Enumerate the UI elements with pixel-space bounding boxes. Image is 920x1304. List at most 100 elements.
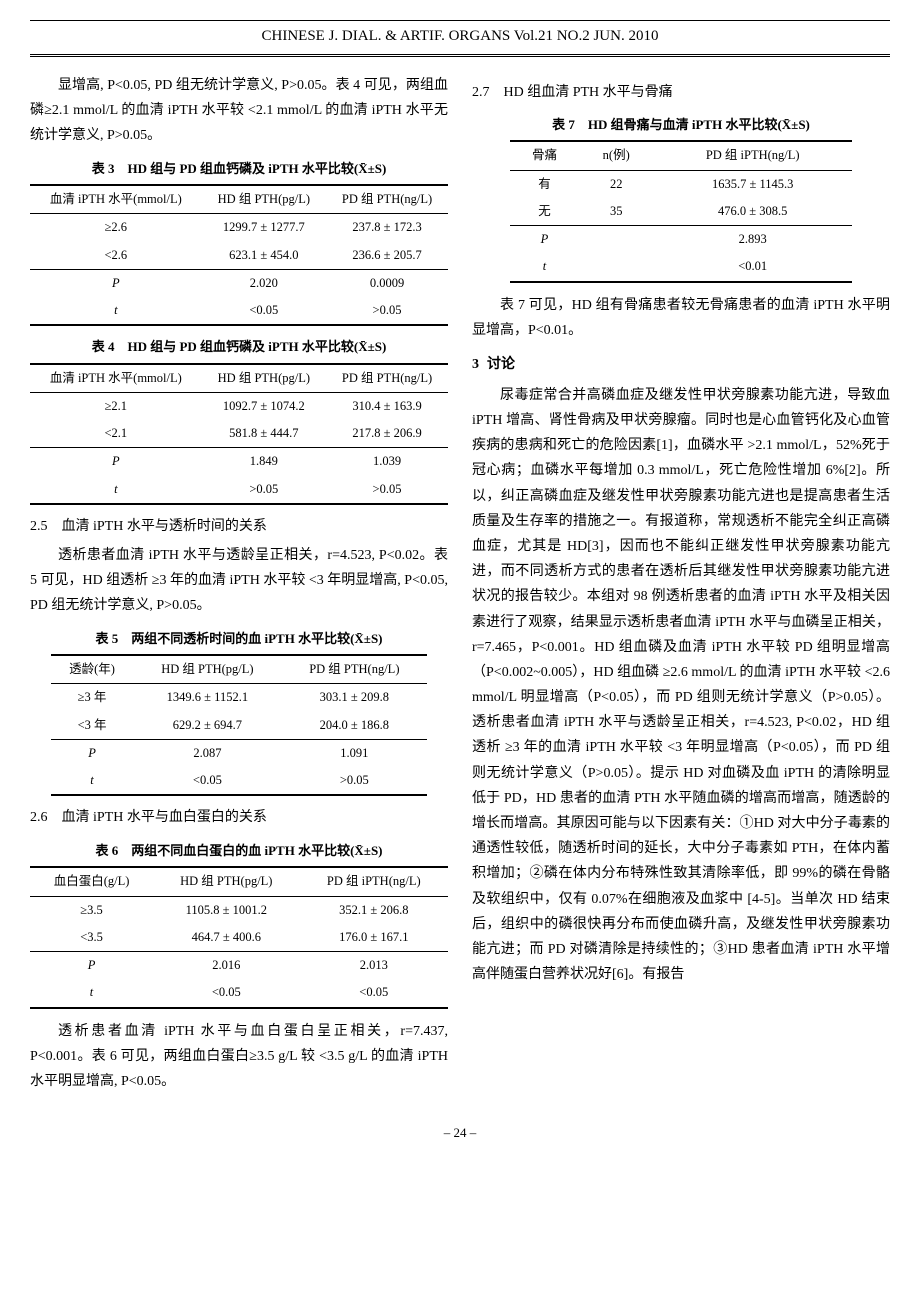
table-cell: ≥3.5 xyxy=(30,896,153,924)
table-cell: >0.05 xyxy=(202,476,326,504)
subsection-number: 2.7 xyxy=(472,85,490,100)
table-cell: P xyxy=(30,952,153,980)
table-cell: P xyxy=(51,739,133,767)
table-cell: 623.1 ± 454.0 xyxy=(202,242,326,270)
subsection-title: 血清 iPTH 水平与透析时间的关系 xyxy=(62,519,267,534)
table-cell: <3.5 xyxy=(30,924,153,952)
table-cell: <2.6 xyxy=(30,242,202,270)
table-cell: 2.013 xyxy=(300,952,448,980)
table-cell: 464.7 ± 400.6 xyxy=(153,924,299,952)
subsection-2.6-heading: 2.6 血清 iPTH 水平与血白蛋白的关系 xyxy=(30,806,448,830)
paragraph: 显增高, P<0.05, PD 组无统计学意义, P>0.05。表 4 可见，两… xyxy=(30,73,448,149)
table-cell: <3 年 xyxy=(51,712,133,740)
table-cell: 237.8 ± 172.3 xyxy=(326,214,448,242)
table-header: n(例) xyxy=(579,141,653,170)
subsection-2.7-heading: 2.7 HD 组血清 PTH 水平与骨痛 xyxy=(472,81,890,105)
table-header: 血清 iPTH 水平(mmol/L) xyxy=(30,185,202,214)
table-header: 透龄(年) xyxy=(51,655,133,684)
page-number: – 24 – xyxy=(30,1122,890,1144)
table-cell: 有 xyxy=(510,170,580,198)
table-cell: 1299.7 ± 1277.7 xyxy=(202,214,326,242)
paragraph: 表 7 可见，HD 组有骨痛患者较无骨痛患者的血清 iPTH 水平明显增高，P<… xyxy=(472,293,890,343)
subsection-title: 血清 iPTH 水平与血白蛋白的关系 xyxy=(62,810,267,825)
table-header: 血白蛋白(g/L) xyxy=(30,867,153,896)
table-cell: t xyxy=(30,476,202,504)
table-cell: 1.091 xyxy=(282,739,428,767)
table-cell: 22 xyxy=(579,170,653,198)
table-header: PD 组 iPTH(ng/L) xyxy=(653,141,852,170)
table4-title: 表 4 HD 组与 PD 组血钙磷及 iPTH 水平比较(X̄±S) xyxy=(30,336,448,358)
table-cell: 476.0 ± 308.5 xyxy=(653,198,852,226)
table-cell: <2.1 xyxy=(30,420,202,448)
section-3-heading: 3 讨论 xyxy=(472,353,890,377)
table3-title: 表 3 HD 组与 PD 组血钙磷及 iPTH 水平比较(X̄±S) xyxy=(30,158,448,180)
table-cell xyxy=(579,226,653,254)
table-cell: 1.849 xyxy=(202,448,326,476)
table-cell: 2.087 xyxy=(133,739,281,767)
table-cell: 1.039 xyxy=(326,448,448,476)
table7: 骨痛 n(例) PD 组 iPTH(ng/L) 有 22 1635.7 ± 11… xyxy=(510,140,853,282)
table-cell: t xyxy=(51,767,133,795)
table-header: PD 组 PTH(ng/L) xyxy=(282,655,428,684)
table5: 透龄(年) HD 组 PTH(pg/L) PD 组 PTH(ng/L) ≥3 年… xyxy=(51,654,427,796)
left-column: 显增高, P<0.05, PD 组无统计学意义, P>0.05。表 4 可见，两… xyxy=(30,73,448,1099)
table-cell: 无 xyxy=(510,198,580,226)
table-header: HD 组 PTH(pg/L) xyxy=(202,364,326,393)
table7-title: 表 7 HD 组骨痛与血清 iPTH 水平比较(X̄±S) xyxy=(472,114,890,136)
journal-header: CHINESE J. DIAL. & ARTIF. ORGANS Vol.21 … xyxy=(30,20,890,57)
table-cell: 0.0009 xyxy=(326,269,448,297)
table-cell: 176.0 ± 167.1 xyxy=(300,924,448,952)
table-cell: 2.016 xyxy=(153,952,299,980)
two-column-layout: 显增高, P<0.05, PD 组无统计学意义, P>0.05。表 4 可见，两… xyxy=(30,73,890,1099)
table-header: PD 组 PTH(ng/L) xyxy=(326,185,448,214)
table-cell: ≥2.6 xyxy=(30,214,202,242)
table-cell: 236.6 ± 205.7 xyxy=(326,242,448,270)
table-cell: >0.05 xyxy=(326,476,448,504)
table-cell: >0.05 xyxy=(326,297,448,325)
table-cell: 581.8 ± 444.7 xyxy=(202,420,326,448)
table-cell: P xyxy=(30,269,202,297)
table-cell: 1635.7 ± 1145.3 xyxy=(653,170,852,198)
section-title: 讨论 xyxy=(487,357,515,372)
table-cell: 1092.7 ± 1074.2 xyxy=(202,392,326,420)
table5-title: 表 5 两组不同透析时间的血 iPTH 水平比较(X̄±S) xyxy=(30,628,448,650)
table-cell: t xyxy=(510,253,580,281)
table-cell: <0.01 xyxy=(653,253,852,281)
section-number: 3 xyxy=(472,357,479,372)
table-cell: ≥2.1 xyxy=(30,392,202,420)
table6: 血白蛋白(g/L) HD 组 PTH(pg/L) PD 组 iPTH(ng/L)… xyxy=(30,866,448,1008)
table-cell: >0.05 xyxy=(282,767,428,795)
paragraph: 透析患者血清 iPTH 水平与血白蛋白呈正相关，r=7.437, P<0.001… xyxy=(30,1019,448,1095)
table-cell: <0.05 xyxy=(153,979,299,1007)
table-header: HD 组 PTH(pg/L) xyxy=(153,867,299,896)
table-header: 血清 iPTH 水平(mmol/L) xyxy=(30,364,202,393)
paragraph: 透析患者血清 iPTH 水平与透龄呈正相关，r=4.523, P<0.02。表 … xyxy=(30,543,448,619)
table6-title: 表 6 两组不同血白蛋白的血 iPTH 水平比较(X̄±S) xyxy=(30,840,448,862)
table-header: HD 组 PTH(pg/L) xyxy=(202,185,326,214)
table-cell: ≥3 年 xyxy=(51,684,133,712)
table-cell: 629.2 ± 694.7 xyxy=(133,712,281,740)
table-cell: t xyxy=(30,979,153,1007)
table-header: HD 组 PTH(pg/L) xyxy=(133,655,281,684)
table-cell: t xyxy=(30,297,202,325)
table-cell: 1105.8 ± 1001.2 xyxy=(153,896,299,924)
table-cell: 303.1 ± 209.8 xyxy=(282,684,428,712)
table-header: PD 组 iPTH(ng/L) xyxy=(300,867,448,896)
paragraph: 尿毒症常合并高磷血症及继发性甲状旁腺素功能亢进，导致血 iPTH 增高、肾性骨病… xyxy=(472,383,890,988)
table-cell: 204.0 ± 186.8 xyxy=(282,712,428,740)
table-cell: 2.893 xyxy=(653,226,852,254)
table-cell: 1349.6 ± 1152.1 xyxy=(133,684,281,712)
table-cell: 2.020 xyxy=(202,269,326,297)
table-cell: <0.05 xyxy=(202,297,326,325)
right-column: 2.7 HD 组血清 PTH 水平与骨痛 表 7 HD 组骨痛与血清 iPTH … xyxy=(472,73,890,1099)
table4: 血清 iPTH 水平(mmol/L) HD 组 PTH(pg/L) PD 组 P… xyxy=(30,363,448,505)
table-cell xyxy=(579,253,653,281)
table-cell: <0.05 xyxy=(133,767,281,795)
subsection-title: HD 组血清 PTH 水平与骨痛 xyxy=(504,85,673,100)
subsection-number: 2.6 xyxy=(30,810,48,825)
table-cell: 310.4 ± 163.9 xyxy=(326,392,448,420)
subsection-2.5-heading: 2.5 血清 iPTH 水平与透析时间的关系 xyxy=(30,515,448,539)
table-header: 骨痛 xyxy=(510,141,580,170)
table-cell: 352.1 ± 206.8 xyxy=(300,896,448,924)
table3: 血清 iPTH 水平(mmol/L) HD 组 PTH(pg/L) PD 组 P… xyxy=(30,184,448,326)
